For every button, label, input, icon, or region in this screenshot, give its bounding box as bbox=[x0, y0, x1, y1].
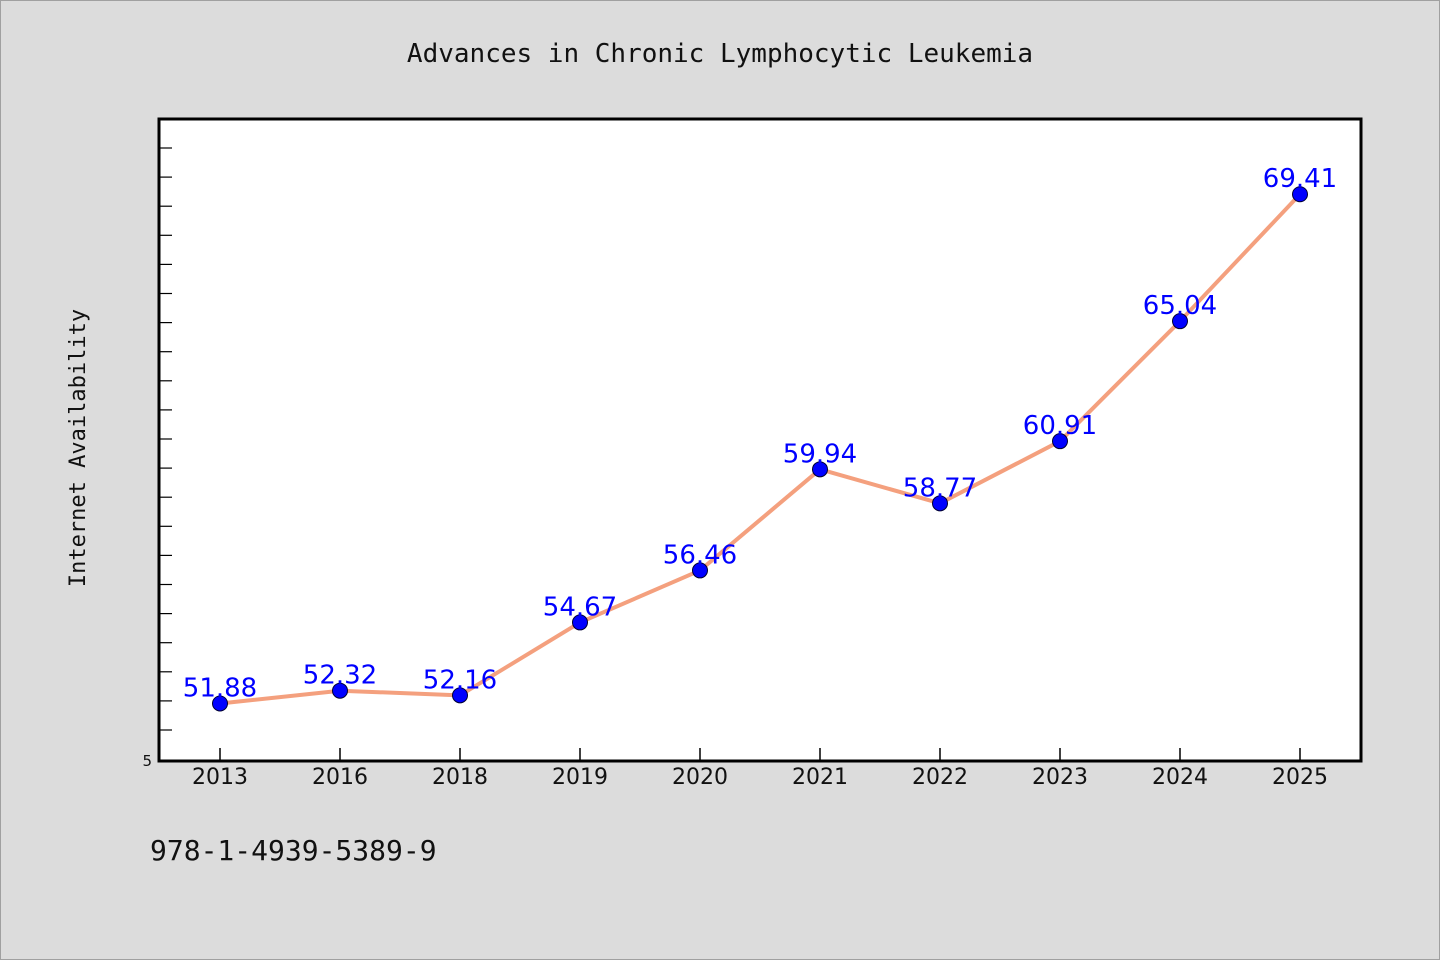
data-label: 56.46 bbox=[663, 540, 737, 570]
data-point bbox=[1292, 186, 1308, 203]
y-tick-label: 5 bbox=[142, 752, 152, 770]
data-point bbox=[332, 682, 348, 699]
x-tick-label: 2018 bbox=[432, 765, 488, 790]
data-label: 58.77 bbox=[903, 473, 977, 503]
data-label: 52.16 bbox=[423, 665, 497, 695]
x-tick-label: 2024 bbox=[1152, 765, 1208, 790]
x-tick-label: 2020 bbox=[672, 765, 728, 790]
y-axis-ticks: 5 bbox=[142, 147, 172, 770]
data-point bbox=[692, 562, 708, 579]
footer-id-text: 978-1-4939-5389-9 bbox=[150, 834, 437, 867]
x-tick-label: 2021 bbox=[792, 765, 848, 790]
x-axis-ticks: 2013 2016 2018 2019 2020 2021 2022 2023 2024 2025 bbox=[192, 748, 1328, 790]
plot-area bbox=[157, 117, 1363, 763]
data-point bbox=[1172, 313, 1188, 330]
series-layer: 51.88 52.32 52.16 54.67 56.46 59.94 58.77 60.91… bbox=[183, 164, 1337, 712]
x-tick-label: 2019 bbox=[552, 765, 608, 790]
data-label: 69.41 bbox=[1263, 164, 1337, 194]
series-line bbox=[219, 192, 1302, 706]
x-tick-label: 2013 bbox=[192, 765, 248, 790]
data-label: 60.91 bbox=[1023, 411, 1097, 441]
x-tick-label: 2023 bbox=[1032, 765, 1088, 790]
y-axis-label: Internet Availability bbox=[66, 309, 91, 587]
chart-title: Advances in Chronic Lymphocytic Leukemia bbox=[407, 39, 1033, 69]
x-tick-label: 2016 bbox=[312, 765, 368, 790]
data-label: 59.94 bbox=[783, 439, 857, 469]
data-point bbox=[932, 495, 948, 512]
x-tick-label: 2025 bbox=[1272, 765, 1328, 790]
data-label: 51.88 bbox=[183, 673, 257, 703]
data-point bbox=[212, 695, 228, 712]
data-point bbox=[452, 687, 468, 704]
data-label: 65.04 bbox=[1143, 291, 1217, 321]
x-tick-label: 2022 bbox=[912, 765, 968, 790]
data-point bbox=[812, 461, 828, 478]
data-point bbox=[1052, 433, 1068, 450]
data-label: 54.67 bbox=[543, 592, 617, 622]
data-label: 52.32 bbox=[303, 661, 377, 691]
data-point bbox=[572, 614, 588, 631]
